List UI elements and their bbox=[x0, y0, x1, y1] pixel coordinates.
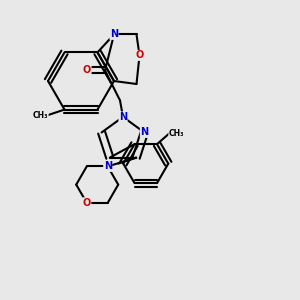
Text: CH₃: CH₃ bbox=[169, 129, 184, 138]
Text: O: O bbox=[135, 50, 144, 60]
Text: O: O bbox=[82, 198, 91, 208]
Text: N: N bbox=[140, 128, 148, 137]
Text: N: N bbox=[110, 29, 118, 39]
Text: N: N bbox=[104, 161, 112, 171]
Text: CH₃: CH₃ bbox=[33, 111, 48, 120]
Text: N: N bbox=[119, 112, 127, 122]
Text: O: O bbox=[83, 65, 91, 75]
